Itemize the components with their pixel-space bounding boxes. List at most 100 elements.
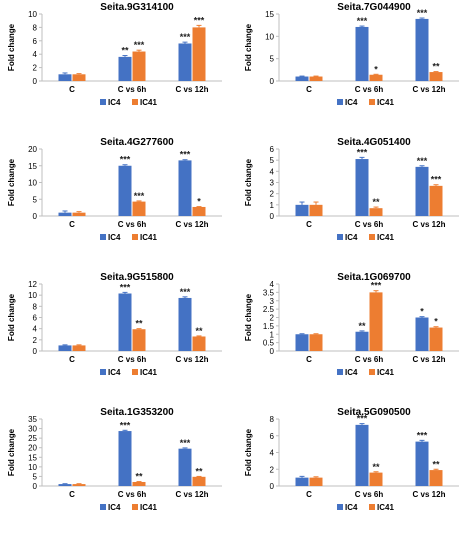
bar-ic4-0	[295, 477, 309, 486]
chart-title: Seita.7G044900	[337, 2, 411, 13]
significance-label: *	[374, 64, 378, 74]
bar-ic4-2	[178, 43, 192, 81]
significance-label: **	[372, 197, 380, 207]
legend-label: IC41	[377, 98, 394, 107]
x-tick-label: C vs 6h	[118, 220, 147, 229]
y-tick-label: 1	[270, 201, 275, 210]
significance-label: ***	[120, 155, 131, 165]
x-tick-label: C	[306, 220, 312, 229]
legend-label: IC4	[108, 368, 121, 377]
bar-ic41-1	[369, 74, 383, 81]
x-tick-label: C vs 12h	[413, 85, 446, 94]
y-tick-label: 2	[270, 190, 275, 199]
significance-label: *	[420, 307, 424, 317]
bar-ic4-2	[415, 441, 429, 486]
y-tick-label: 0	[270, 212, 275, 221]
significance-label: **	[121, 46, 129, 56]
y-tick-label: 5	[270, 55, 275, 64]
y-axis-label: Fold change	[244, 23, 253, 71]
chart-panel: Seita.1G069700 Fold change 00.511.522.533.…	[244, 272, 459, 377]
y-tick-label: 3	[270, 179, 275, 188]
x-tick-label: C vs 12h	[176, 220, 209, 229]
y-tick-label: 0	[33, 212, 38, 221]
bar-ic4-2	[178, 448, 192, 486]
bar-ic4-0	[295, 76, 309, 81]
x-tick-label: C vs 12h	[176, 85, 209, 94]
y-tick-label: 0.5	[263, 339, 275, 348]
legend-swatch-ic41	[369, 99, 375, 105]
bar-ic41-0	[309, 76, 323, 81]
x-tick-label: C	[306, 85, 312, 94]
y-axis-label: Fold change	[244, 158, 253, 206]
y-tick-label: 0	[33, 482, 38, 491]
x-tick-label: C vs 6h	[118, 490, 147, 499]
x-tick-label: C	[306, 355, 312, 364]
legend-label: IC41	[377, 233, 394, 242]
legend-label: IC4	[108, 503, 121, 512]
legend-swatch-ic41	[369, 234, 375, 240]
legend-label: IC41	[140, 368, 157, 377]
legend-swatch-ic4	[100, 369, 106, 375]
bar-ic4-2	[178, 160, 192, 216]
bar-ic4-0	[58, 345, 72, 351]
bar-ic41-2	[192, 206, 206, 216]
bar-ic4-1	[355, 159, 369, 216]
chart-title: Seita.9G515800	[100, 272, 174, 283]
bar-ic41-2	[429, 185, 443, 216]
y-tick-label: 8	[33, 23, 38, 32]
y-tick-label: 6	[270, 145, 275, 154]
x-tick-label: C vs 12h	[413, 490, 446, 499]
legend-label: IC41	[140, 503, 157, 512]
bar-ic41-1	[369, 292, 383, 351]
y-tick-label: 2	[33, 336, 38, 345]
bar-ic41-1	[132, 51, 146, 81]
significance-label: **	[195, 466, 203, 476]
bar-ic41-0	[72, 74, 86, 81]
y-tick-label: 2	[270, 465, 275, 474]
chart-title: Seita.1G069700	[337, 272, 411, 283]
x-tick-label: C vs 12h	[413, 355, 446, 364]
x-tick-label: C vs 6h	[355, 355, 384, 364]
chart-title: Seita.9G314100	[100, 2, 174, 13]
y-tick-label: 2	[270, 314, 275, 323]
y-tick-label: 1	[270, 330, 275, 339]
legend-label: IC41	[377, 368, 394, 377]
y-tick-label: 15	[265, 10, 274, 19]
significance-label: ***	[134, 40, 145, 50]
y-tick-label: 3.5	[263, 288, 275, 297]
bar-ic4-1	[355, 26, 369, 82]
y-axis-label: Fold change	[244, 293, 253, 341]
legend-swatch-ic4	[100, 234, 106, 240]
y-tick-label: 4	[270, 280, 275, 289]
y-tick-label: 15	[28, 162, 37, 171]
bar-ic4-1	[118, 431, 132, 486]
legend-label: IC4	[108, 98, 121, 107]
legend-swatch-ic4	[100, 504, 106, 510]
y-tick-label: 12	[28, 280, 37, 289]
y-tick-label: 10	[28, 10, 37, 19]
bar-ic41-1	[369, 208, 383, 216]
bar-ic4-2	[415, 166, 429, 216]
significance-label: ***	[120, 282, 131, 292]
significance-label: *	[197, 197, 201, 207]
x-tick-label: C	[69, 85, 75, 94]
bar-ic4-0	[295, 334, 309, 351]
significance-label: ***	[180, 287, 191, 297]
y-tick-label: 10	[28, 291, 37, 300]
legend-label: IC4	[345, 368, 358, 377]
y-tick-label: 6	[33, 314, 38, 323]
x-tick-label: C vs 12h	[176, 355, 209, 364]
significance-label: **	[358, 321, 366, 331]
legend-swatch-ic41	[132, 99, 138, 105]
chart-title: Seita.4G051400	[337, 137, 411, 148]
bar-ic41-0	[72, 484, 86, 486]
legend-swatch-ic4	[337, 99, 343, 105]
y-tick-label: 0	[270, 347, 275, 356]
y-axis-label: Fold change	[7, 23, 16, 71]
x-tick-label: C	[69, 490, 75, 499]
bar-ic41-1	[369, 472, 383, 486]
